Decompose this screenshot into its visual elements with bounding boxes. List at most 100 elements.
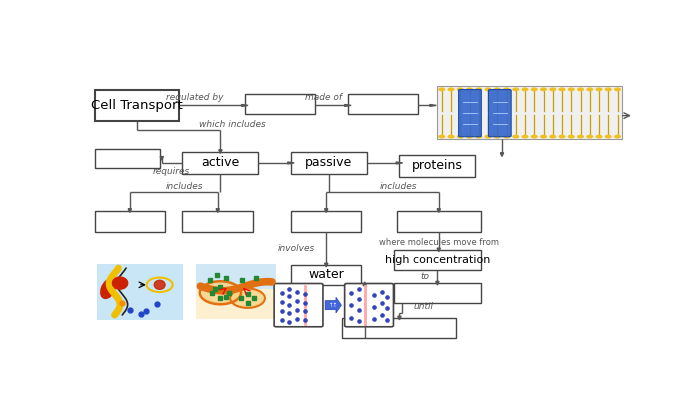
Text: passive: passive <box>305 156 353 169</box>
Circle shape <box>494 135 500 139</box>
FancyBboxPatch shape <box>344 283 393 327</box>
Polygon shape <box>288 162 294 164</box>
Circle shape <box>559 135 566 139</box>
Text: requires: requires <box>153 167 190 176</box>
FancyBboxPatch shape <box>245 94 315 114</box>
FancyBboxPatch shape <box>400 154 475 177</box>
Polygon shape <box>128 209 132 212</box>
Polygon shape <box>344 105 351 107</box>
FancyBboxPatch shape <box>97 264 183 320</box>
Circle shape <box>540 87 547 91</box>
Circle shape <box>559 87 566 91</box>
Circle shape <box>586 87 594 91</box>
FancyBboxPatch shape <box>274 283 323 327</box>
Circle shape <box>456 87 464 91</box>
Text: ↑↑: ↑↑ <box>328 303 338 308</box>
Polygon shape <box>216 209 219 212</box>
Circle shape <box>522 87 528 91</box>
FancyBboxPatch shape <box>348 94 419 114</box>
FancyBboxPatch shape <box>291 152 367 174</box>
Circle shape <box>614 135 621 139</box>
Circle shape <box>531 87 538 91</box>
Circle shape <box>586 135 594 139</box>
Circle shape <box>232 290 262 307</box>
Circle shape <box>494 87 500 91</box>
Circle shape <box>568 87 575 91</box>
FancyBboxPatch shape <box>342 318 456 338</box>
Circle shape <box>447 87 454 91</box>
Circle shape <box>484 135 491 139</box>
FancyBboxPatch shape <box>94 211 165 232</box>
FancyBboxPatch shape <box>438 86 622 140</box>
Circle shape <box>438 87 445 91</box>
Circle shape <box>484 87 491 91</box>
Circle shape <box>522 135 528 139</box>
Polygon shape <box>113 277 127 289</box>
Polygon shape <box>160 156 163 160</box>
Ellipse shape <box>154 280 165 289</box>
FancyBboxPatch shape <box>183 211 253 232</box>
Circle shape <box>550 87 556 91</box>
Circle shape <box>531 135 538 139</box>
Text: where molecules move from: where molecules move from <box>379 238 499 247</box>
Text: regulated by: regulated by <box>167 94 224 103</box>
Circle shape <box>614 87 621 91</box>
Text: Cell Transport: Cell Transport <box>91 99 183 112</box>
Circle shape <box>475 135 482 139</box>
Polygon shape <box>241 105 248 107</box>
Text: made of: made of <box>305 94 342 103</box>
Circle shape <box>577 135 584 139</box>
FancyBboxPatch shape <box>397 211 481 232</box>
FancyBboxPatch shape <box>291 265 361 285</box>
Circle shape <box>605 135 612 139</box>
Circle shape <box>512 135 519 139</box>
FancyBboxPatch shape <box>94 90 178 121</box>
Circle shape <box>550 135 556 139</box>
Polygon shape <box>325 297 342 313</box>
Circle shape <box>577 87 584 91</box>
FancyBboxPatch shape <box>489 90 511 137</box>
Polygon shape <box>398 316 401 320</box>
Circle shape <box>466 87 473 91</box>
Polygon shape <box>219 150 222 153</box>
Polygon shape <box>325 263 328 267</box>
Polygon shape <box>396 162 402 164</box>
Circle shape <box>605 87 612 91</box>
Circle shape <box>503 87 510 91</box>
Polygon shape <box>500 153 503 156</box>
FancyBboxPatch shape <box>394 283 481 303</box>
FancyBboxPatch shape <box>183 152 258 174</box>
Circle shape <box>568 135 575 139</box>
Circle shape <box>456 135 464 139</box>
Circle shape <box>438 135 445 139</box>
Circle shape <box>512 87 519 91</box>
Circle shape <box>447 135 454 139</box>
Circle shape <box>596 135 603 139</box>
Circle shape <box>540 135 547 139</box>
FancyBboxPatch shape <box>291 211 361 232</box>
Text: involves: involves <box>278 244 315 253</box>
FancyBboxPatch shape <box>94 149 160 168</box>
Text: water: water <box>308 268 344 281</box>
Text: until: until <box>413 302 433 311</box>
Circle shape <box>202 283 239 303</box>
FancyBboxPatch shape <box>458 90 482 137</box>
Circle shape <box>503 135 510 139</box>
Text: proteins: proteins <box>412 160 463 173</box>
Polygon shape <box>430 105 436 107</box>
Polygon shape <box>436 281 439 285</box>
Ellipse shape <box>101 279 116 298</box>
FancyBboxPatch shape <box>394 250 481 270</box>
Polygon shape <box>437 209 440 212</box>
Text: high concentration: high concentration <box>385 255 490 265</box>
Text: which includes: which includes <box>199 120 265 129</box>
Polygon shape <box>325 209 328 212</box>
Text: includes: includes <box>380 182 417 191</box>
FancyBboxPatch shape <box>196 264 276 319</box>
FancyBboxPatch shape <box>196 264 276 289</box>
Circle shape <box>596 87 603 91</box>
Text: includes: includes <box>166 182 204 191</box>
Polygon shape <box>363 282 366 286</box>
Text: active: active <box>202 156 239 169</box>
Circle shape <box>475 87 482 91</box>
